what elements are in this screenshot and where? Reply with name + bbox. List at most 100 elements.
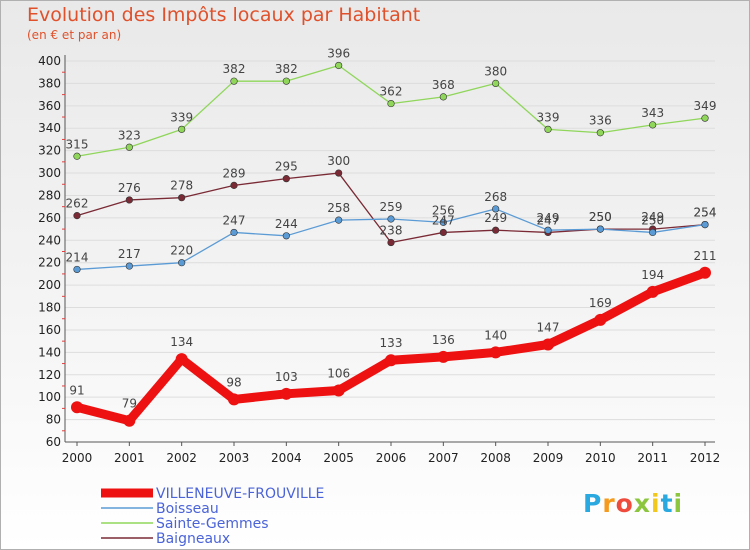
data-label: 254 (694, 206, 717, 220)
brand-letter: t (660, 489, 674, 518)
data-label: 250 (589, 210, 612, 224)
chart-title: Evolution des Impôts locaux par Habitant (27, 4, 421, 26)
data-point (649, 121, 657, 129)
series-lines (71, 61, 711, 427)
data-label: 249 (537, 211, 560, 225)
data-labels: 315 323 339 382 382 396 362 368 380 339 336 343 349 2… (66, 46, 717, 410)
data-label: 382 (223, 62, 246, 76)
data-point (439, 218, 447, 226)
data-label: 254 (694, 206, 717, 220)
y-tick-label: 300 (38, 166, 61, 180)
data-label: 259 (380, 200, 403, 214)
data-label: 238 (380, 224, 403, 238)
y-tick-label: 360 (38, 99, 61, 113)
data-point (175, 353, 188, 366)
brand-letter: i (673, 489, 684, 518)
data-label: 133 (380, 336, 403, 350)
x-tick-label: 2009 (533, 451, 564, 465)
data-label: 136 (432, 333, 455, 347)
data-label: 217 (118, 247, 141, 261)
data-point (178, 259, 186, 267)
data-point (489, 346, 502, 359)
data-point (335, 169, 343, 177)
data-label: 339 (537, 110, 560, 124)
chart-subtitle: (en € et par an) (27, 28, 122, 42)
x-tick-label: 2004 (271, 451, 302, 465)
data-point (230, 181, 238, 189)
data-label: 323 (118, 128, 141, 142)
y-tick-label: 340 (38, 121, 61, 135)
data-point (282, 175, 290, 183)
y-tick-label: 200 (38, 278, 61, 292)
data-label: 250 (641, 213, 664, 227)
data-label: 103 (275, 370, 298, 384)
data-point (594, 313, 607, 326)
data-point (492, 79, 500, 88)
brand-letter: x (633, 489, 651, 518)
data-point (73, 212, 81, 220)
data-point (439, 93, 447, 101)
data-label: 336 (589, 114, 612, 128)
y-tick-label: 260 (38, 211, 61, 225)
brand-logo: Proxiti (583, 489, 683, 518)
x-tick-label: 2008 (480, 451, 511, 465)
x-tick-label: 2003 (219, 451, 250, 465)
x-tick-label: 2001 (114, 451, 145, 465)
data-label: 169 (589, 296, 612, 310)
y-tick-label: 240 (38, 233, 61, 247)
data-point (125, 262, 133, 270)
x-tick-label: 2002 (166, 451, 197, 465)
y-tick-label: 80 (46, 413, 61, 427)
data-label: 249 (484, 211, 507, 225)
data-label: 258 (327, 201, 350, 215)
data-point (387, 99, 395, 108)
y-tick-label: 400 (38, 54, 61, 68)
x-tick-label: 2012 (690, 451, 721, 465)
data-label: 79 (122, 397, 137, 411)
data-point (335, 216, 343, 224)
y-tick-label: 100 (38, 390, 61, 404)
data-point (73, 152, 81, 160)
data-label: 300 (327, 154, 350, 168)
data-point (701, 221, 709, 229)
data-point (596, 225, 604, 233)
data-point (125, 196, 133, 204)
data-label: 343 (641, 106, 664, 120)
data-point (178, 125, 186, 133)
data-point (125, 143, 133, 151)
data-point (544, 125, 552, 133)
data-label: 247 (432, 213, 455, 227)
data-label: 147 (537, 321, 560, 335)
x-tick-label: 2007 (428, 451, 459, 465)
y-tick-label: 120 (38, 368, 61, 382)
data-label: 247 (223, 213, 246, 227)
data-point (492, 205, 500, 213)
data-point (230, 77, 238, 85)
data-point (123, 414, 136, 427)
data-label: 247 (537, 213, 560, 227)
data-label: 214 (66, 250, 89, 264)
y-tick-label: 220 (38, 256, 61, 270)
data-label: 278 (170, 179, 193, 193)
y-tick-label: 60 (46, 435, 61, 449)
x-tick-label: 2010 (585, 451, 616, 465)
brand-letter: i (651, 489, 661, 518)
data-point (701, 114, 709, 122)
brand-letter: P (583, 489, 603, 518)
x-tick-label: 2005 (323, 451, 354, 465)
x-tick-label: 2000 (62, 451, 93, 465)
data-point (544, 226, 552, 234)
data-label: 220 (170, 244, 193, 258)
data-label: 244 (275, 217, 298, 231)
legend-label: Sainte-Gemmes (156, 516, 269, 532)
data-label: 91 (69, 383, 84, 397)
data-label: 211 (694, 249, 717, 263)
data-label: 98 (226, 375, 241, 389)
y-tick-label: 140 (38, 345, 61, 359)
data-point (178, 194, 186, 202)
data-point (282, 77, 290, 85)
data-label: 339 (170, 110, 193, 124)
data-point (228, 393, 240, 406)
data-point (73, 265, 81, 274)
